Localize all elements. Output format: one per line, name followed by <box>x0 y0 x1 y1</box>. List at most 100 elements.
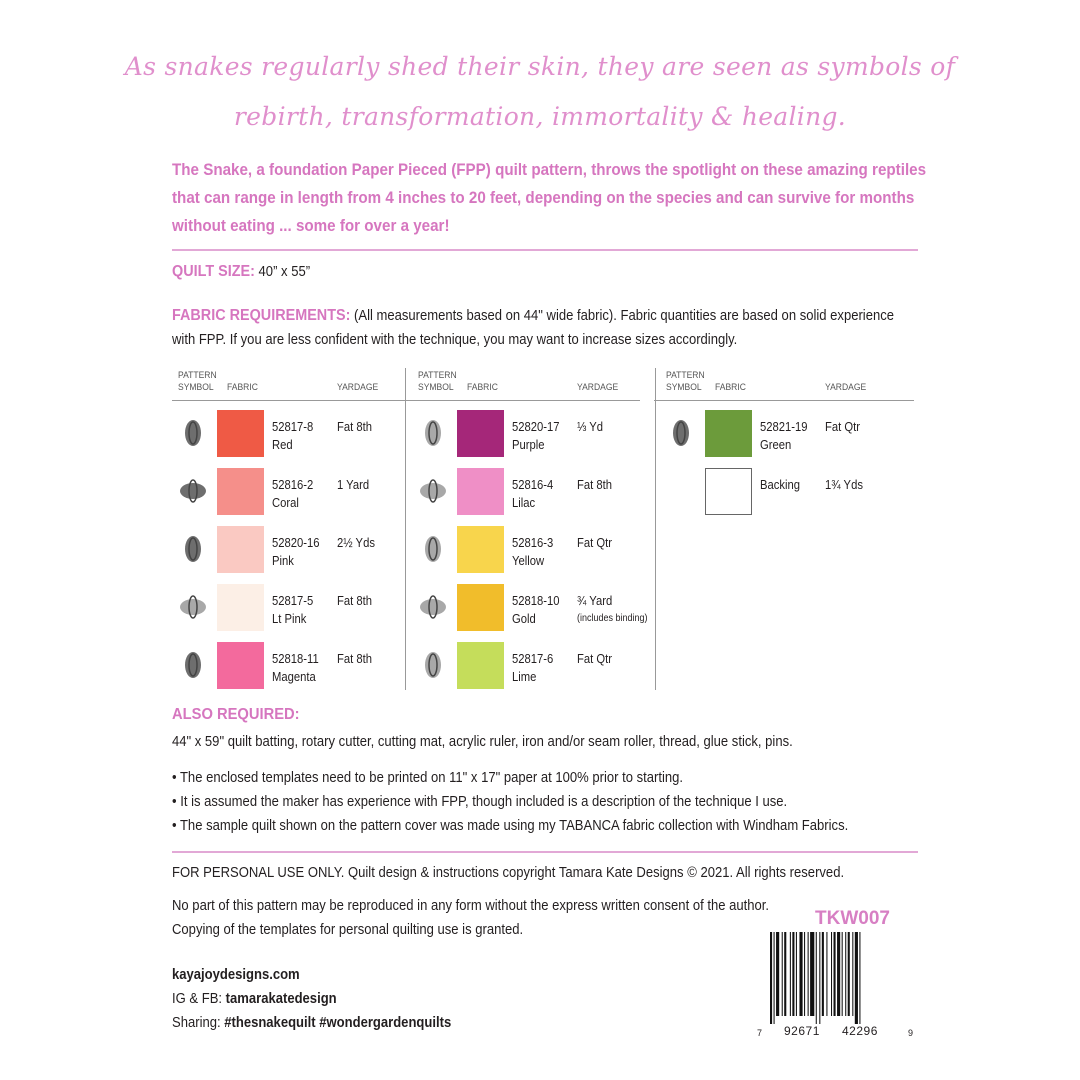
fabric-code: 52817-6 Lime <box>512 650 553 686</box>
fabric-number: 52820-17 <box>512 420 560 434</box>
barcode-bar <box>799 932 803 1016</box>
header-symbol: PATTERN SYMBOL <box>418 370 457 393</box>
barcode-digit-left: 7 <box>757 1028 763 1038</box>
barcode-bar <box>795 932 797 1016</box>
fabric-number: 52821-19 <box>760 420 808 434</box>
fabric-code: 52820-16 Pink <box>272 534 320 570</box>
barcode-digits-1: 92671 <box>784 1024 820 1038</box>
fabric-yardage: 1¾ Yds <box>825 476 863 494</box>
yardage-value: Fat Qtr <box>577 536 613 550</box>
barcode-bar <box>847 932 850 1016</box>
fabric-code: 52818-11 Magenta <box>272 650 319 686</box>
fabric-code: Backing <box>760 476 800 494</box>
barcode-bar <box>789 932 791 1016</box>
fabric-row: 52820-16 Pink 2½ Yds <box>172 526 412 584</box>
leaf-icon <box>420 479 446 503</box>
bee-icon <box>425 536 441 562</box>
yardage-value: Fat Qtr <box>577 652 613 666</box>
barcode-image <box>770 932 861 1024</box>
fabric-row: 52820-17 Purple ⅓ Yd <box>412 410 652 468</box>
website-link[interactable]: kayajoydesigns.com <box>172 967 300 983</box>
fabric-number: 52817-6 <box>512 652 554 666</box>
fabric-row: 52817-8 Red Fat 8th <box>172 410 412 468</box>
yardage-value: 1 Yard <box>337 478 370 492</box>
fabric-yardage: Fat Qtr <box>577 650 612 668</box>
barcode-bar <box>837 932 841 1016</box>
moth-icon <box>673 420 689 446</box>
fabric-row: 52816-2 Coral 1 Yard <box>172 468 412 526</box>
fabric-yardage: Fat 8th <box>337 650 372 668</box>
barcode-bar <box>770 932 773 1024</box>
fabric-color-name: Coral <box>272 496 299 510</box>
fabric-swatch <box>217 584 264 631</box>
barcode-bar <box>810 932 815 1016</box>
fabric-yardage: ¾ Yard (includes binding) <box>577 592 648 628</box>
social-handle[interactable]: tamarakatedesign <box>225 991 337 1007</box>
fabric-code: 52816-2 Coral <box>272 476 313 512</box>
column-divider <box>405 368 406 690</box>
fabric-number: Backing <box>760 478 801 492</box>
fabric-row: Backing 1¾ Yds <box>660 468 900 526</box>
barcode-bar <box>833 932 836 1016</box>
quote-line-2: rebirth, transformation, immortality & h… <box>233 102 847 131</box>
barcode-bar <box>773 932 775 1024</box>
barcode-bar <box>821 932 824 1016</box>
notice-line: Copying of the templates for personal qu… <box>172 922 524 938</box>
fabric-swatch <box>217 642 264 689</box>
yardage-value: Fat Qtr <box>825 420 861 434</box>
fabric-code: 52820-17 Purple <box>512 418 560 454</box>
fabric-color-name: Purple <box>512 438 545 452</box>
barcode-bar <box>792 932 795 1016</box>
bug-icon <box>185 420 201 446</box>
fabric-requirements-label: FABRIC REQUIREMENTS: <box>172 307 351 324</box>
fabric-yardage: Fat 8th <box>577 476 612 494</box>
contact-info: kayajoydesigns.com IG & FB: tamarakatede… <box>172 963 622 1035</box>
fabric-swatch <box>457 584 504 631</box>
header-fabric: FABRIC <box>467 382 498 393</box>
fabric-color-name: Lilac <box>512 496 536 510</box>
ladybug-icon <box>425 420 441 446</box>
header-fabric: FABRIC <box>715 382 746 393</box>
header-yardage: YARDAGE <box>577 382 619 393</box>
barcode-bar <box>776 932 780 1016</box>
fabric-code: 52816-4 Lilac <box>512 476 553 512</box>
fabric-color-name: Lime <box>512 670 537 684</box>
usage-notice: No part of this pattern may be reproduce… <box>172 894 919 942</box>
yardage-value: 1¾ Yds <box>825 478 863 492</box>
barcode-bar <box>831 932 833 1016</box>
barcode-bar <box>815 932 817 1024</box>
barcode-bar <box>807 932 809 1016</box>
fabric-code: 52821-19 Green <box>760 418 808 454</box>
note-item: • The sample quilt shown on the pattern … <box>172 818 849 834</box>
hashtags: #thesnakequilt #wondergardenquilts <box>224 1015 452 1031</box>
fabric-color-name: Gold <box>512 612 536 626</box>
fabric-yardage: ⅓ Yd <box>577 418 603 436</box>
also-required-text: 44" x 59" quilt batting, rotary cutter, … <box>172 734 793 750</box>
fabric-color-name: Lt Pink <box>272 612 307 626</box>
fabric-number: 52818-11 <box>272 652 319 666</box>
social-label: IG & FB: <box>172 991 226 1007</box>
dragonfly-icon <box>180 595 206 619</box>
barcode-bar <box>781 932 783 1016</box>
quilt-size: QUILT SIZE: 40” x 55” <box>172 260 892 284</box>
header-rule <box>406 400 640 401</box>
barcode-digit-right: 9 <box>908 1028 914 1038</box>
header-symbol: PATTERN SYMBOL <box>178 370 217 393</box>
fabric-code: 52818-10 Gold <box>512 592 560 628</box>
barcode-bar <box>845 932 847 1016</box>
barcode-bar <box>804 932 806 1016</box>
fabric-number: 52818-10 <box>512 594 560 608</box>
fabric-row: 52818-11 Magenta Fat 8th <box>172 642 412 700</box>
yardage-value: ⅓ Yd <box>577 420 604 434</box>
barcode-bar <box>819 932 821 1024</box>
fabric-number: 52817-8 <box>272 420 314 434</box>
fabric-swatch <box>217 526 264 573</box>
fabric-row: 52816-3 Yellow Fat Qtr <box>412 526 652 584</box>
butterfly-icon <box>185 652 201 678</box>
barcode-bar <box>784 932 787 1016</box>
oak-leaf-icon <box>425 652 441 678</box>
note-item: • It is assumed the maker has experience… <box>172 794 788 810</box>
fabric-row: 52818-10 Gold ¾ Yard (includes binding) <box>412 584 652 642</box>
yardage-value: 2½ Yds <box>337 536 375 550</box>
header-fabric: FABRIC <box>227 382 258 393</box>
